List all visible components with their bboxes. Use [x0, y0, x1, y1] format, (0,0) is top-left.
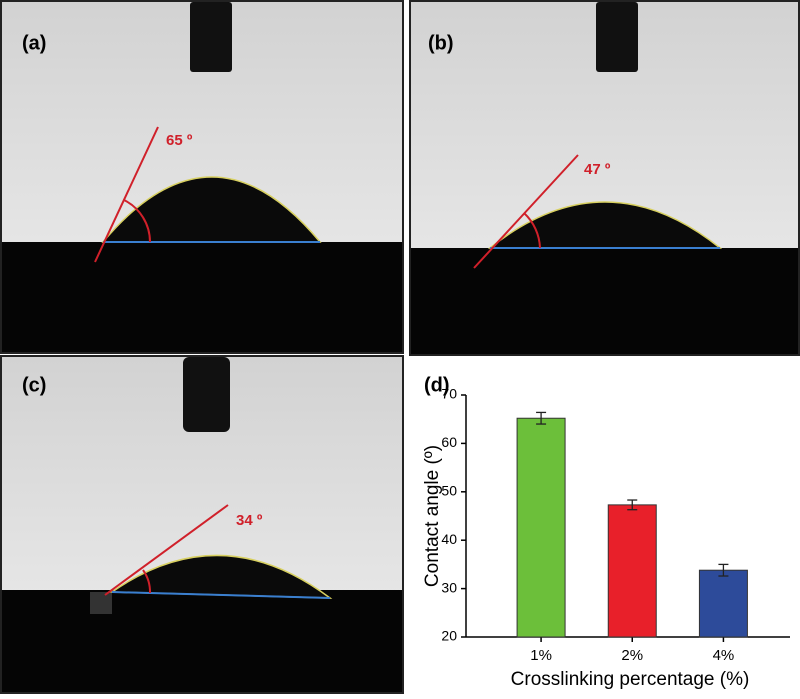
- y-tick-label: 60: [441, 434, 457, 450]
- angle-label: 65 º: [166, 132, 193, 149]
- y-tick-label: 50: [441, 483, 457, 499]
- x-axis-label: Crosslinking percentage (%): [511, 669, 750, 690]
- panel-d: (d) Crosslinking percentage (%) Contact …: [422, 374, 790, 690]
- substrate: [2, 242, 402, 352]
- bar: [608, 505, 656, 637]
- y-tick-label: 40: [441, 531, 457, 547]
- x-tick-label: 1%: [530, 647, 552, 664]
- y-tick-label: 70: [441, 386, 457, 402]
- panel-a: (a) 65 º: [1, 1, 403, 353]
- panel-b: (b) 47 º: [410, 1, 799, 355]
- y-tick-label: 20: [441, 628, 457, 644]
- needle: [596, 2, 638, 72]
- y-axis-label: Contact angle (º): [422, 445, 443, 587]
- panel-label: (b): [428, 32, 454, 54]
- marker: [90, 592, 112, 614]
- x-tick-label: 2%: [621, 647, 643, 664]
- y-tick-label: 30: [441, 579, 457, 595]
- panel-c: (c) 34 º: [1, 356, 403, 693]
- panel-label: (a): [22, 32, 46, 54]
- needle: [183, 357, 230, 432]
- bar: [517, 418, 565, 637]
- x-tick-label: 4%: [713, 647, 735, 664]
- bar: [699, 570, 747, 637]
- angle-label: 34 º: [236, 512, 263, 529]
- needle: [190, 2, 232, 72]
- panel-label: (c): [22, 374, 46, 396]
- substrate: [411, 248, 798, 354]
- substrate: [2, 590, 402, 692]
- angle-label: 47 º: [584, 161, 611, 178]
- figure: (a) 65 º (b) 47 º (c) 34 º (d) Crosslink…: [0, 0, 800, 694]
